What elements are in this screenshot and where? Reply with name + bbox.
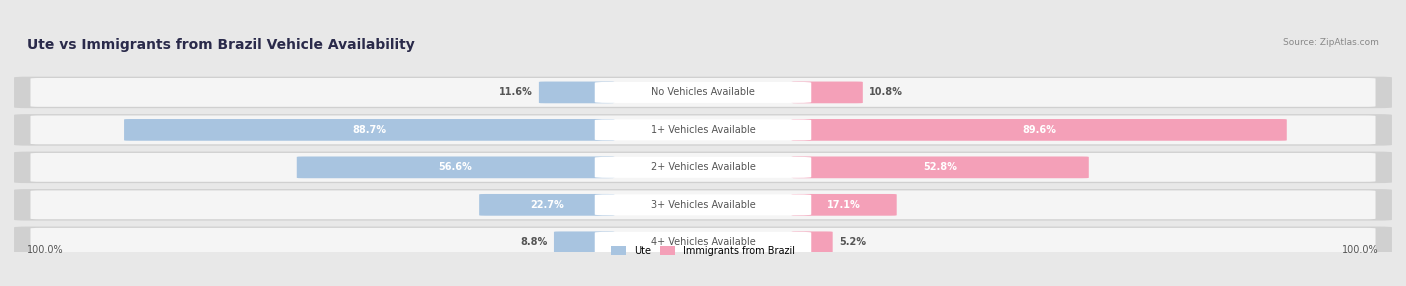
FancyBboxPatch shape <box>595 82 811 103</box>
FancyBboxPatch shape <box>792 156 1088 178</box>
FancyBboxPatch shape <box>124 119 614 141</box>
Text: 22.7%: 22.7% <box>530 200 564 210</box>
Text: 4+ Vehicles Available: 4+ Vehicles Available <box>651 237 755 247</box>
Text: 17.1%: 17.1% <box>827 200 860 210</box>
Text: 8.8%: 8.8% <box>520 237 547 247</box>
FancyBboxPatch shape <box>792 231 832 253</box>
Text: 88.7%: 88.7% <box>353 125 387 135</box>
Text: 5.2%: 5.2% <box>839 237 866 247</box>
FancyBboxPatch shape <box>14 77 1392 108</box>
Legend: Ute, Immigrants from Brazil: Ute, Immigrants from Brazil <box>612 245 794 255</box>
FancyBboxPatch shape <box>595 232 811 253</box>
FancyBboxPatch shape <box>554 231 614 253</box>
Text: Source: ZipAtlas.com: Source: ZipAtlas.com <box>1282 38 1379 47</box>
FancyBboxPatch shape <box>792 119 1286 141</box>
FancyBboxPatch shape <box>479 194 614 216</box>
FancyBboxPatch shape <box>297 156 614 178</box>
FancyBboxPatch shape <box>31 190 1375 219</box>
FancyBboxPatch shape <box>595 119 811 140</box>
FancyBboxPatch shape <box>14 114 1392 146</box>
FancyBboxPatch shape <box>14 227 1392 258</box>
FancyBboxPatch shape <box>538 82 614 103</box>
FancyBboxPatch shape <box>31 153 1375 182</box>
Text: 89.6%: 89.6% <box>1022 125 1056 135</box>
Text: 1+ Vehicles Available: 1+ Vehicles Available <box>651 125 755 135</box>
FancyBboxPatch shape <box>14 189 1392 221</box>
Text: 3+ Vehicles Available: 3+ Vehicles Available <box>651 200 755 210</box>
Text: 2+ Vehicles Available: 2+ Vehicles Available <box>651 162 755 172</box>
FancyBboxPatch shape <box>595 157 811 178</box>
Text: 10.8%: 10.8% <box>869 88 903 98</box>
FancyBboxPatch shape <box>31 78 1375 107</box>
Text: 11.6%: 11.6% <box>499 88 533 98</box>
FancyBboxPatch shape <box>792 194 897 216</box>
Text: 52.8%: 52.8% <box>924 162 957 172</box>
FancyBboxPatch shape <box>792 82 863 103</box>
FancyBboxPatch shape <box>14 152 1392 183</box>
FancyBboxPatch shape <box>31 116 1375 144</box>
FancyBboxPatch shape <box>595 194 811 215</box>
Text: 56.6%: 56.6% <box>439 162 472 172</box>
Text: Ute vs Immigrants from Brazil Vehicle Availability: Ute vs Immigrants from Brazil Vehicle Av… <box>27 38 415 52</box>
FancyBboxPatch shape <box>31 228 1375 257</box>
Text: 100.0%: 100.0% <box>27 245 63 255</box>
Text: 100.0%: 100.0% <box>1343 245 1379 255</box>
Text: No Vehicles Available: No Vehicles Available <box>651 88 755 98</box>
